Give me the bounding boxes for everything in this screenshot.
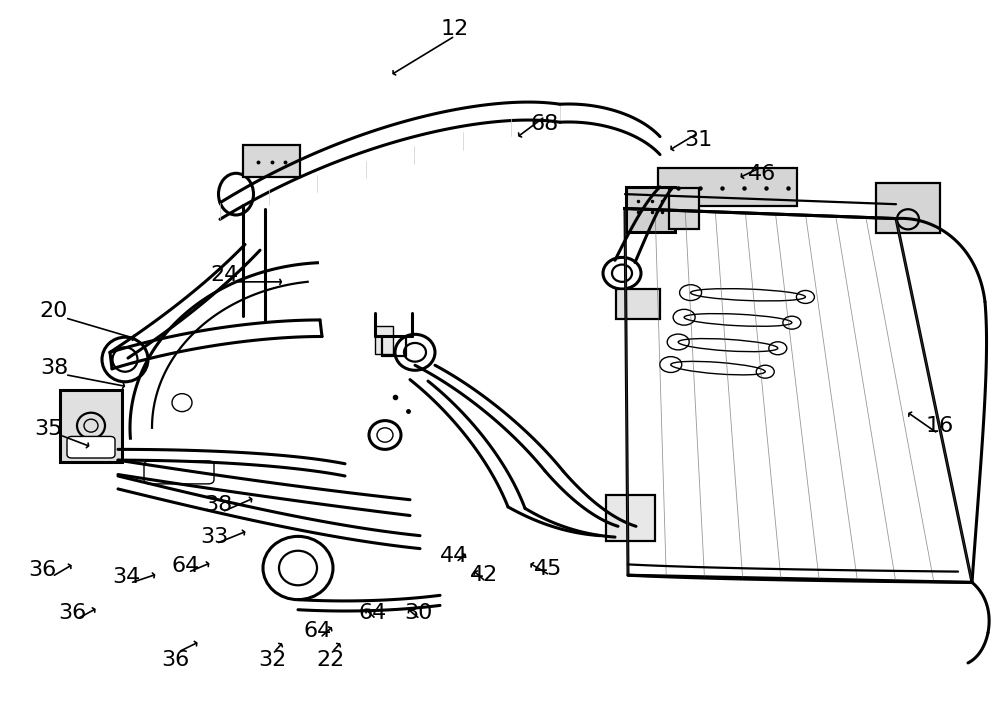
Text: 35: 35: [34, 418, 62, 439]
Text: 31: 31: [684, 130, 712, 150]
Text: 12: 12: [441, 19, 469, 39]
Text: 64: 64: [359, 603, 387, 623]
FancyBboxPatch shape: [876, 183, 940, 233]
Text: 22: 22: [316, 650, 344, 670]
Text: 36: 36: [28, 560, 56, 580]
FancyBboxPatch shape: [375, 326, 393, 354]
Text: 64: 64: [172, 556, 200, 576]
Text: 44: 44: [440, 546, 468, 566]
Text: 45: 45: [534, 559, 562, 579]
FancyBboxPatch shape: [60, 390, 122, 462]
Text: 33: 33: [200, 527, 228, 547]
Text: 32: 32: [258, 650, 286, 670]
FancyBboxPatch shape: [67, 436, 115, 458]
Text: 38: 38: [204, 495, 232, 516]
Text: 16: 16: [926, 416, 954, 436]
FancyBboxPatch shape: [616, 289, 660, 319]
Text: 68: 68: [531, 114, 559, 134]
Text: 42: 42: [470, 565, 498, 585]
FancyBboxPatch shape: [243, 145, 300, 177]
FancyBboxPatch shape: [658, 168, 797, 206]
Text: 30: 30: [404, 603, 432, 623]
Text: 46: 46: [748, 164, 776, 184]
Text: 64: 64: [304, 621, 332, 641]
Text: 38: 38: [40, 358, 68, 378]
FancyBboxPatch shape: [626, 187, 675, 232]
FancyBboxPatch shape: [669, 188, 699, 229]
FancyBboxPatch shape: [144, 461, 214, 484]
FancyBboxPatch shape: [606, 495, 655, 541]
Text: 24: 24: [211, 265, 239, 285]
Text: 36: 36: [161, 650, 189, 670]
Text: 20: 20: [40, 301, 68, 321]
Text: 36: 36: [58, 603, 86, 623]
Text: 34: 34: [112, 567, 140, 587]
